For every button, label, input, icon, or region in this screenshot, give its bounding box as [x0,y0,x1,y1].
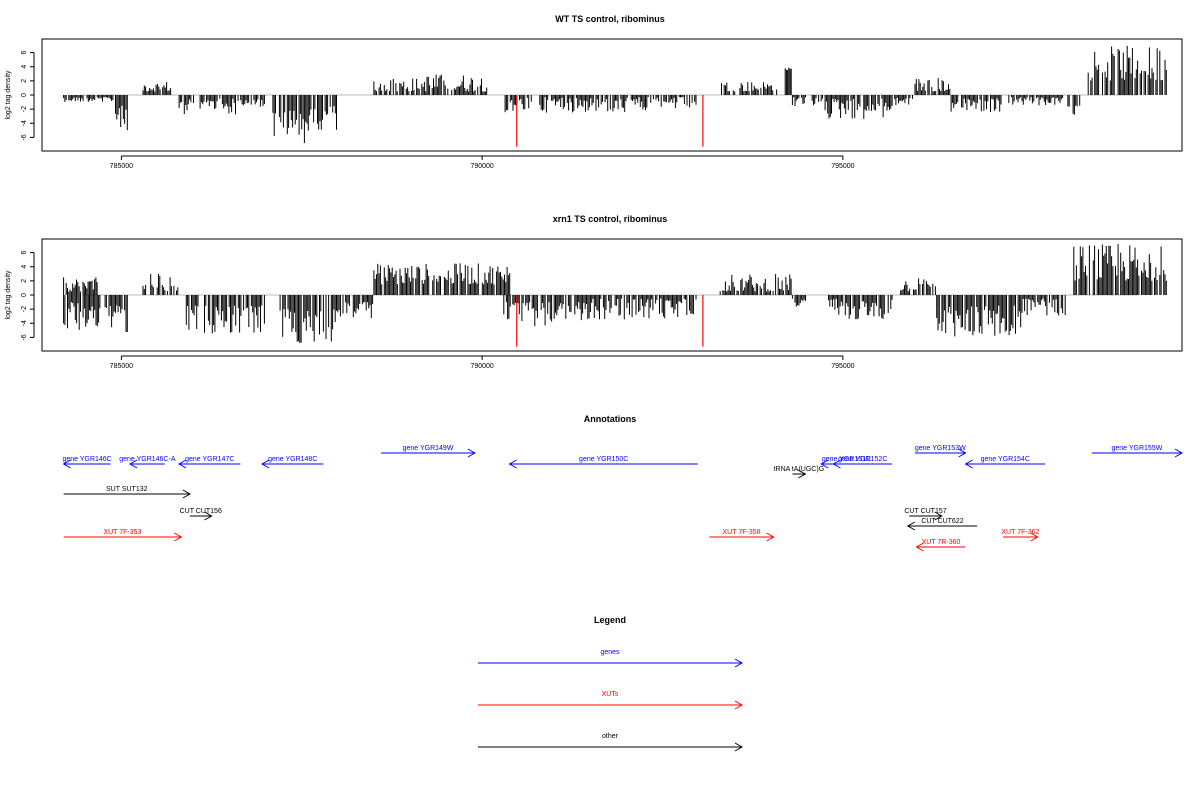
feature-arrowhead [798,469,807,479]
panel-2-frame [41,238,1183,352]
feature-label: SUT SUT132 [106,486,148,493]
y-tick-label: -6 [21,134,28,140]
feature-arrowhead [934,511,943,521]
feature-arrowhead [1030,532,1039,542]
x-tick-label: 795000 [831,163,854,170]
x-tick-label: 785000 [110,363,133,370]
feature-label: CUT CUT156 [180,508,222,515]
feature-arrowhead [204,511,213,521]
x-tick-label: 790000 [470,363,493,370]
feature-label: gene YGR146C-A [119,456,176,463]
feature-arrowhead [766,532,775,542]
panel-1-ylabel: log2 tag density [5,70,12,120]
feature-label: CUT CUT622 [921,518,963,525]
panel-2-bars [63,244,1167,347]
feature-label: gene YGR153W [915,445,966,452]
feature-label: gene YGR148C [268,456,317,463]
y-tick-label: -4 [21,320,28,326]
feature-arrowhead [174,532,183,542]
y-tick-label: 0 [21,93,28,97]
feature-arrowhead [832,459,841,469]
feature-label: XUT 7F-358 [723,529,761,536]
feature-arrowhead [1174,448,1184,458]
feature-label: XUT 7F-362 [1001,529,1039,536]
feature-label: gene YGR151C [822,456,871,463]
feature-label: gene YGR149W [403,445,454,452]
y-tick-label: -4 [21,120,28,126]
feature-label: XUT 7R-360 [922,539,961,546]
panel-1-title: WT TS control, ribominus [555,14,665,24]
y-tick-label: -2 [21,306,28,312]
feature-arrowhead [906,521,916,531]
panel-2-title: xrn1 TS control, ribominus [553,214,668,224]
y-tick-label: 6 [21,251,28,255]
feature-arrowhead [820,459,829,469]
x-tick-label: 790000 [470,163,493,170]
feature-arrowhead [261,459,270,469]
feature-arrowhead [182,489,191,499]
feature-arrowhead [62,459,71,469]
x-tick-label: 795000 [831,363,854,370]
y-tick-label: -2 [21,106,28,112]
panel-1-bars [63,45,1167,147]
feature-label: tRNA tA(UGC)G [774,466,825,473]
feature-label: gene YGR155W [1111,445,1162,452]
y-tick-label: 4 [21,265,28,269]
feature-label: CUT CUT157 [904,508,946,515]
y-tick-label: 4 [21,65,28,69]
legend-label: genes [600,649,620,656]
feature-label: gene YGR150C [579,456,628,463]
legend-arrowhead [734,742,744,752]
panel-1-frame [41,38,1183,152]
y-tick-label: 2 [21,79,28,83]
feature-label: gene YGR152C [838,456,887,463]
x-tick-label: 785000 [110,163,133,170]
panel-2-ylabel: log2 tag density [5,270,12,320]
feature-arrowhead [129,459,138,469]
y-tick-label: 2 [21,279,28,283]
feature-label: XUT 7F-353 [103,529,141,536]
y-tick-label: 6 [21,51,28,55]
legend-arrowhead [734,658,744,668]
feature-arrowhead [964,459,973,469]
annotation-features: gene YGR146C gene YGR146C-A gene YGR147C ge… [62,445,1184,552]
feature-arrowhead [958,448,967,458]
panel-2-axes: 6 4 2 0 -2 -4 -6 785000 790000 795000 [21,251,855,370]
feature-label: gene YGR154C [981,456,1030,463]
y-tick-label: 0 [21,293,28,297]
feature-arrowhead [915,542,924,552]
y-tick-label: -6 [21,334,28,340]
feature-arrowhead [508,459,517,469]
feature-arrowhead [178,459,187,469]
legend: genes XUTs other [478,649,744,752]
legend-label: XUTs [602,691,619,698]
feature-arrowhead [467,448,476,458]
feature-label: gene YGR146C [62,456,111,463]
legend-label: other [602,733,619,740]
panel-1-axes: 6 4 2 0 -2 -4 -6 785000 790000 795000 [21,51,855,170]
annotations-title: Annotations [584,414,637,424]
feature-label: gene YGR147C [185,456,234,463]
legend-arrowhead [734,700,744,710]
legend-title: Legend [594,615,626,625]
